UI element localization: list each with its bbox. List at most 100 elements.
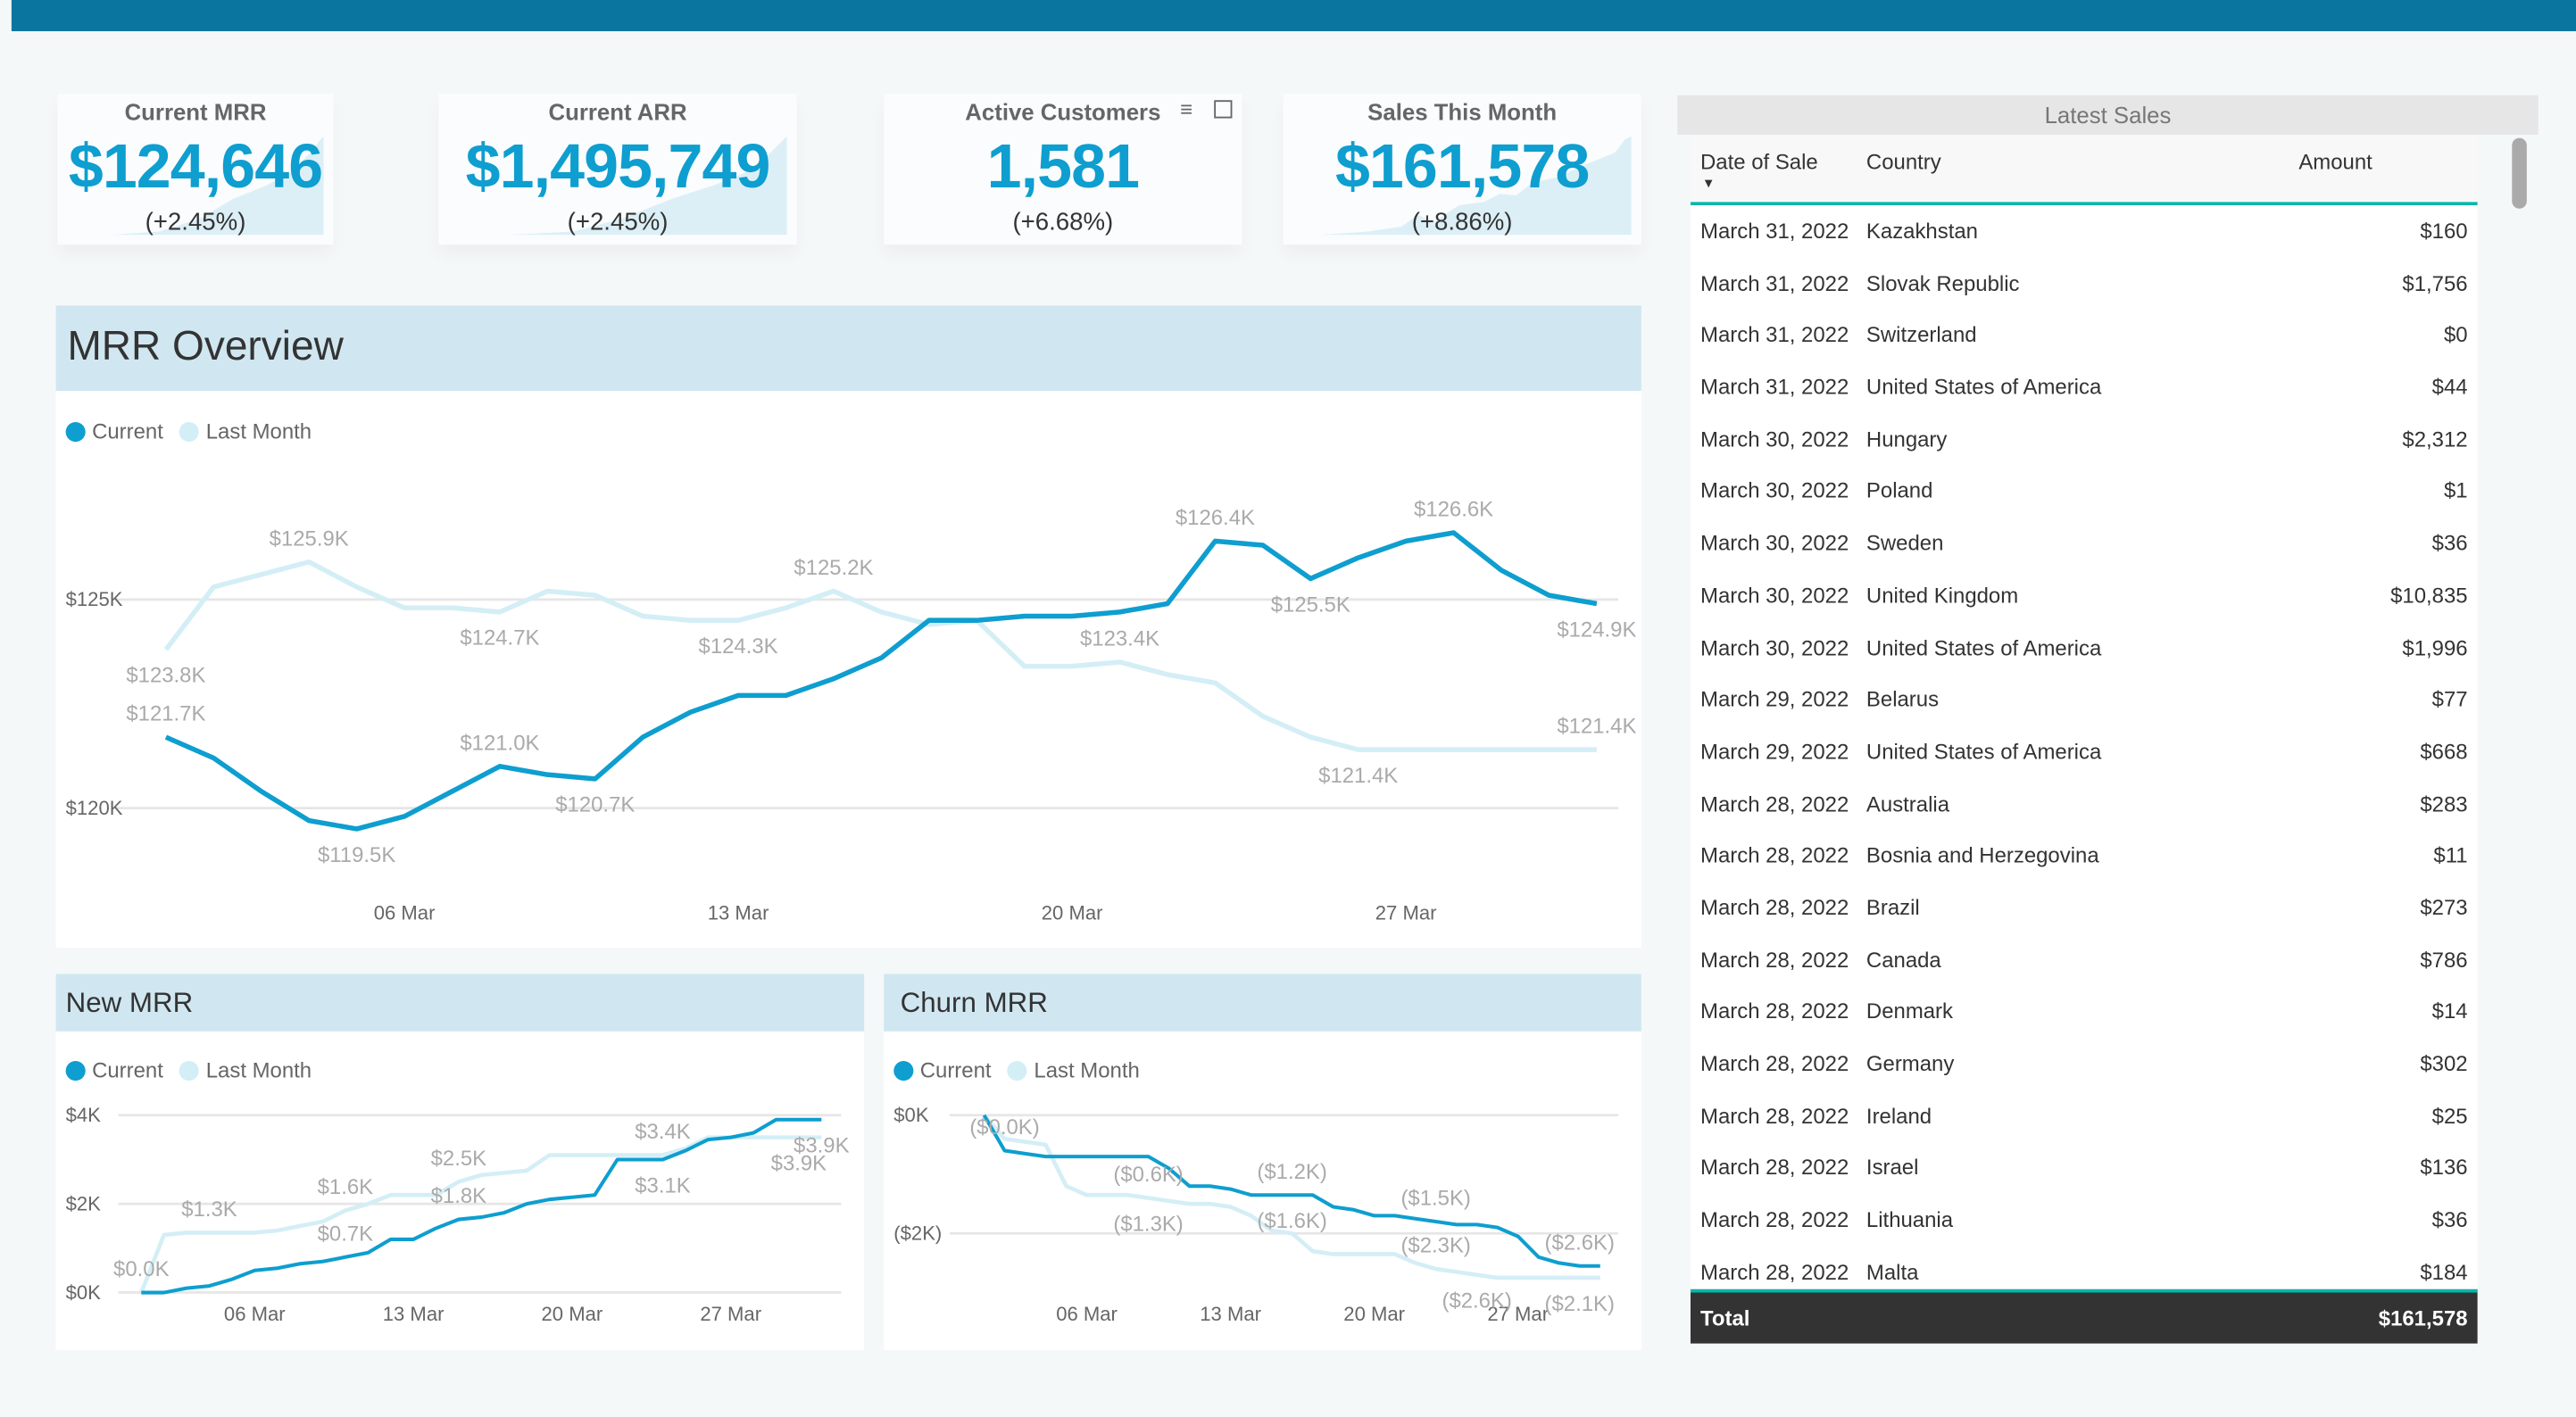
legend-current-marker [65,421,86,442]
kpi-card-current-arr[interactable]: Current ARR $1,495,749 (+2.45%) [438,93,797,245]
column-header-date[interactable]: Date of Sale [1700,149,1818,175]
date-cell: March 29, 2022 [1700,686,1849,712]
date-cell: March 29, 2022 [1700,739,1849,764]
kpi-change: (+6.68%) [1012,208,1114,237]
kpi-change: (+8.86%) [1411,208,1513,237]
amount-cell: $302 [2420,1050,2468,1076]
table-scrollbar[interactable] [2512,137,2527,209]
kpi-card-sales-this-month[interactable]: Sales This Month $161,578 (+8.86%) [1283,93,1641,245]
legend-last-month-marker [179,421,200,442]
legend-last-month-marker [179,1060,200,1081]
kpi-change: (+2.45%) [145,208,246,237]
filter-icon[interactable]: ≡ [1180,96,1193,122]
country-cell: Sweden [1866,530,1944,556]
country-cell: United States of America [1866,374,2102,400]
mrr-overview-header: MRR Overview [55,305,1641,392]
kpi-card-current-mrr[interactable]: Current MRR $124,646 (+2.45%) [57,93,334,245]
legend-last-month[interactable]: Last Month [1034,1057,1140,1082]
kpi-change: (+2.45%) [567,208,669,237]
table-row[interactable]: March 29, 2022 United States of America $6… [1690,725,2478,778]
amount-cell: $786 [2420,947,2468,972]
kpi-title: Current MRR [124,98,267,125]
amount-cell: $36 [2431,530,2468,556]
panel-title: Churn MRR [900,987,1048,1019]
legend-current[interactable]: Current [919,1057,992,1082]
table-row[interactable]: March 30, 2022 United States of America $1… [1690,621,2478,674]
legend-last-month[interactable]: Last Month [205,1057,312,1082]
new-mrr-chart[interactable]: Current Last Month [55,1031,865,1350]
table-row[interactable]: March 28, 2022 Brazil $273 [1690,882,2478,934]
table-row[interactable]: March 28, 2022 Ireland $25 [1690,1090,2478,1142]
table-total-row: Total $161,578 [1690,1289,2478,1344]
amount-cell: $25 [2431,1103,2468,1128]
table-row[interactable]: March 31, 2022 Slovak Republic $1,756 [1690,257,2478,310]
table-body: March 31, 2022 Kazakhstan $160 March 31, 20… [1690,205,2478,1298]
table-row[interactable]: March 28, 2022 Israel $136 [1690,1141,2478,1195]
date-cell: March 31, 2022 [1700,270,1849,295]
date-cell: March 30, 2022 [1700,427,1849,452]
focus-mode-icon[interactable] [1214,100,1233,119]
table-row[interactable]: March 28, 2022 Canada $786 [1690,933,2478,986]
table-row[interactable]: March 31, 2022 United States of America $4… [1690,361,2478,414]
table-row[interactable]: March 28, 2022 Lithuania $36 [1690,1194,2478,1247]
country-cell: Hungary [1866,427,1948,452]
kpi-card-active-customers[interactable]: Active Customers ≡ 1,581 (+6.68%) [884,93,1242,245]
column-header-amount[interactable]: Amount [2298,149,2372,175]
kpi-title: Active Customers [965,98,1161,125]
date-cell: March 30, 2022 [1700,478,1849,504]
legend-last-month[interactable]: Last Month [205,418,312,443]
panel-title: New MRR [65,987,194,1019]
date-cell: March 31, 2022 [1700,322,1849,348]
table-row[interactable]: March 31, 2022 Switzerland $0 [1690,309,2478,362]
amount-cell: $36 [2431,1206,2468,1232]
amount-cell: $0 [2443,322,2468,348]
amount-cell: $136 [2420,1155,2468,1181]
date-cell: March 30, 2022 [1700,583,1849,608]
sparkline-area [1319,136,1632,236]
table-row[interactable]: March 30, 2022 Sweden $36 [1690,518,2478,570]
table-row[interactable]: March 31, 2022 Kazakhstan $160 [1690,205,2478,258]
table-row[interactable]: March 30, 2022 Poland $1 [1690,465,2478,518]
country-cell: Lithuania [1866,1206,1954,1232]
date-cell: March 28, 2022 [1700,1103,1849,1128]
sort-descending-icon[interactable]: ▼ [1701,175,1716,191]
date-cell: March 28, 2022 [1700,842,1849,868]
country-cell: Israel [1866,1155,1919,1181]
legend-current[interactable]: Current [92,418,163,443]
column-header-country[interactable]: Country [1866,149,1941,175]
date-cell: March 30, 2022 [1700,634,1849,660]
date-cell: March 28, 2022 [1700,1206,1849,1232]
chart-legend: Current Last Month [65,418,312,443]
date-cell: March 28, 2022 [1700,1259,1849,1284]
country-cell: Ireland [1866,1103,1932,1128]
total-value: $161,578 [2378,1305,2468,1330]
mrr-overview-chart[interactable]: Current Last Month [55,391,1641,949]
country-cell: Slovak Republic [1866,270,2020,295]
chart-legend: Current Last Month [893,1057,1140,1082]
kpi-value: $124,646 [68,133,323,203]
country-cell: Belarus [1866,686,1940,712]
amount-cell: $1 [2443,478,2468,504]
country-cell: Germany [1866,1050,1955,1076]
date-cell: March 28, 2022 [1700,791,1849,816]
country-cell: Canada [1866,947,1941,972]
latest-sales-table[interactable]: Date of Sale ▼ Country Amount March 31, … [1690,136,2478,1298]
table-row[interactable]: March 28, 2022 Australia $283 [1690,777,2478,830]
country-cell: Switzerland [1866,322,1977,348]
table-row[interactable]: March 30, 2022 United Kingdom $10,835 [1690,569,2478,622]
table-row[interactable]: March 28, 2022 Germany $302 [1690,1038,2478,1090]
table-row[interactable]: March 28, 2022 Bosnia and Herzegovina $11 [1690,829,2478,883]
sparkline-area [507,136,787,236]
legend-current[interactable]: Current [92,1057,163,1082]
amount-cell: $11 [2433,842,2468,868]
table-row[interactable]: March 30, 2022 Hungary $2,312 [1690,413,2478,466]
table-row[interactable]: March 28, 2022 Denmark $14 [1690,985,2478,1039]
kpi-title: Sales This Month [1367,98,1558,125]
table-header: Date of Sale ▼ Country Amount [1690,136,2478,206]
table-row[interactable]: March 29, 2022 Belarus $77 [1690,673,2478,726]
amount-cell: $77 [2431,686,2468,712]
churn-mrr-chart[interactable]: Current Last Month [884,1031,1641,1350]
date-cell: March 31, 2022 [1700,218,1849,244]
date-cell: March 31, 2022 [1700,374,1849,400]
amount-cell: $668 [2420,739,2468,764]
